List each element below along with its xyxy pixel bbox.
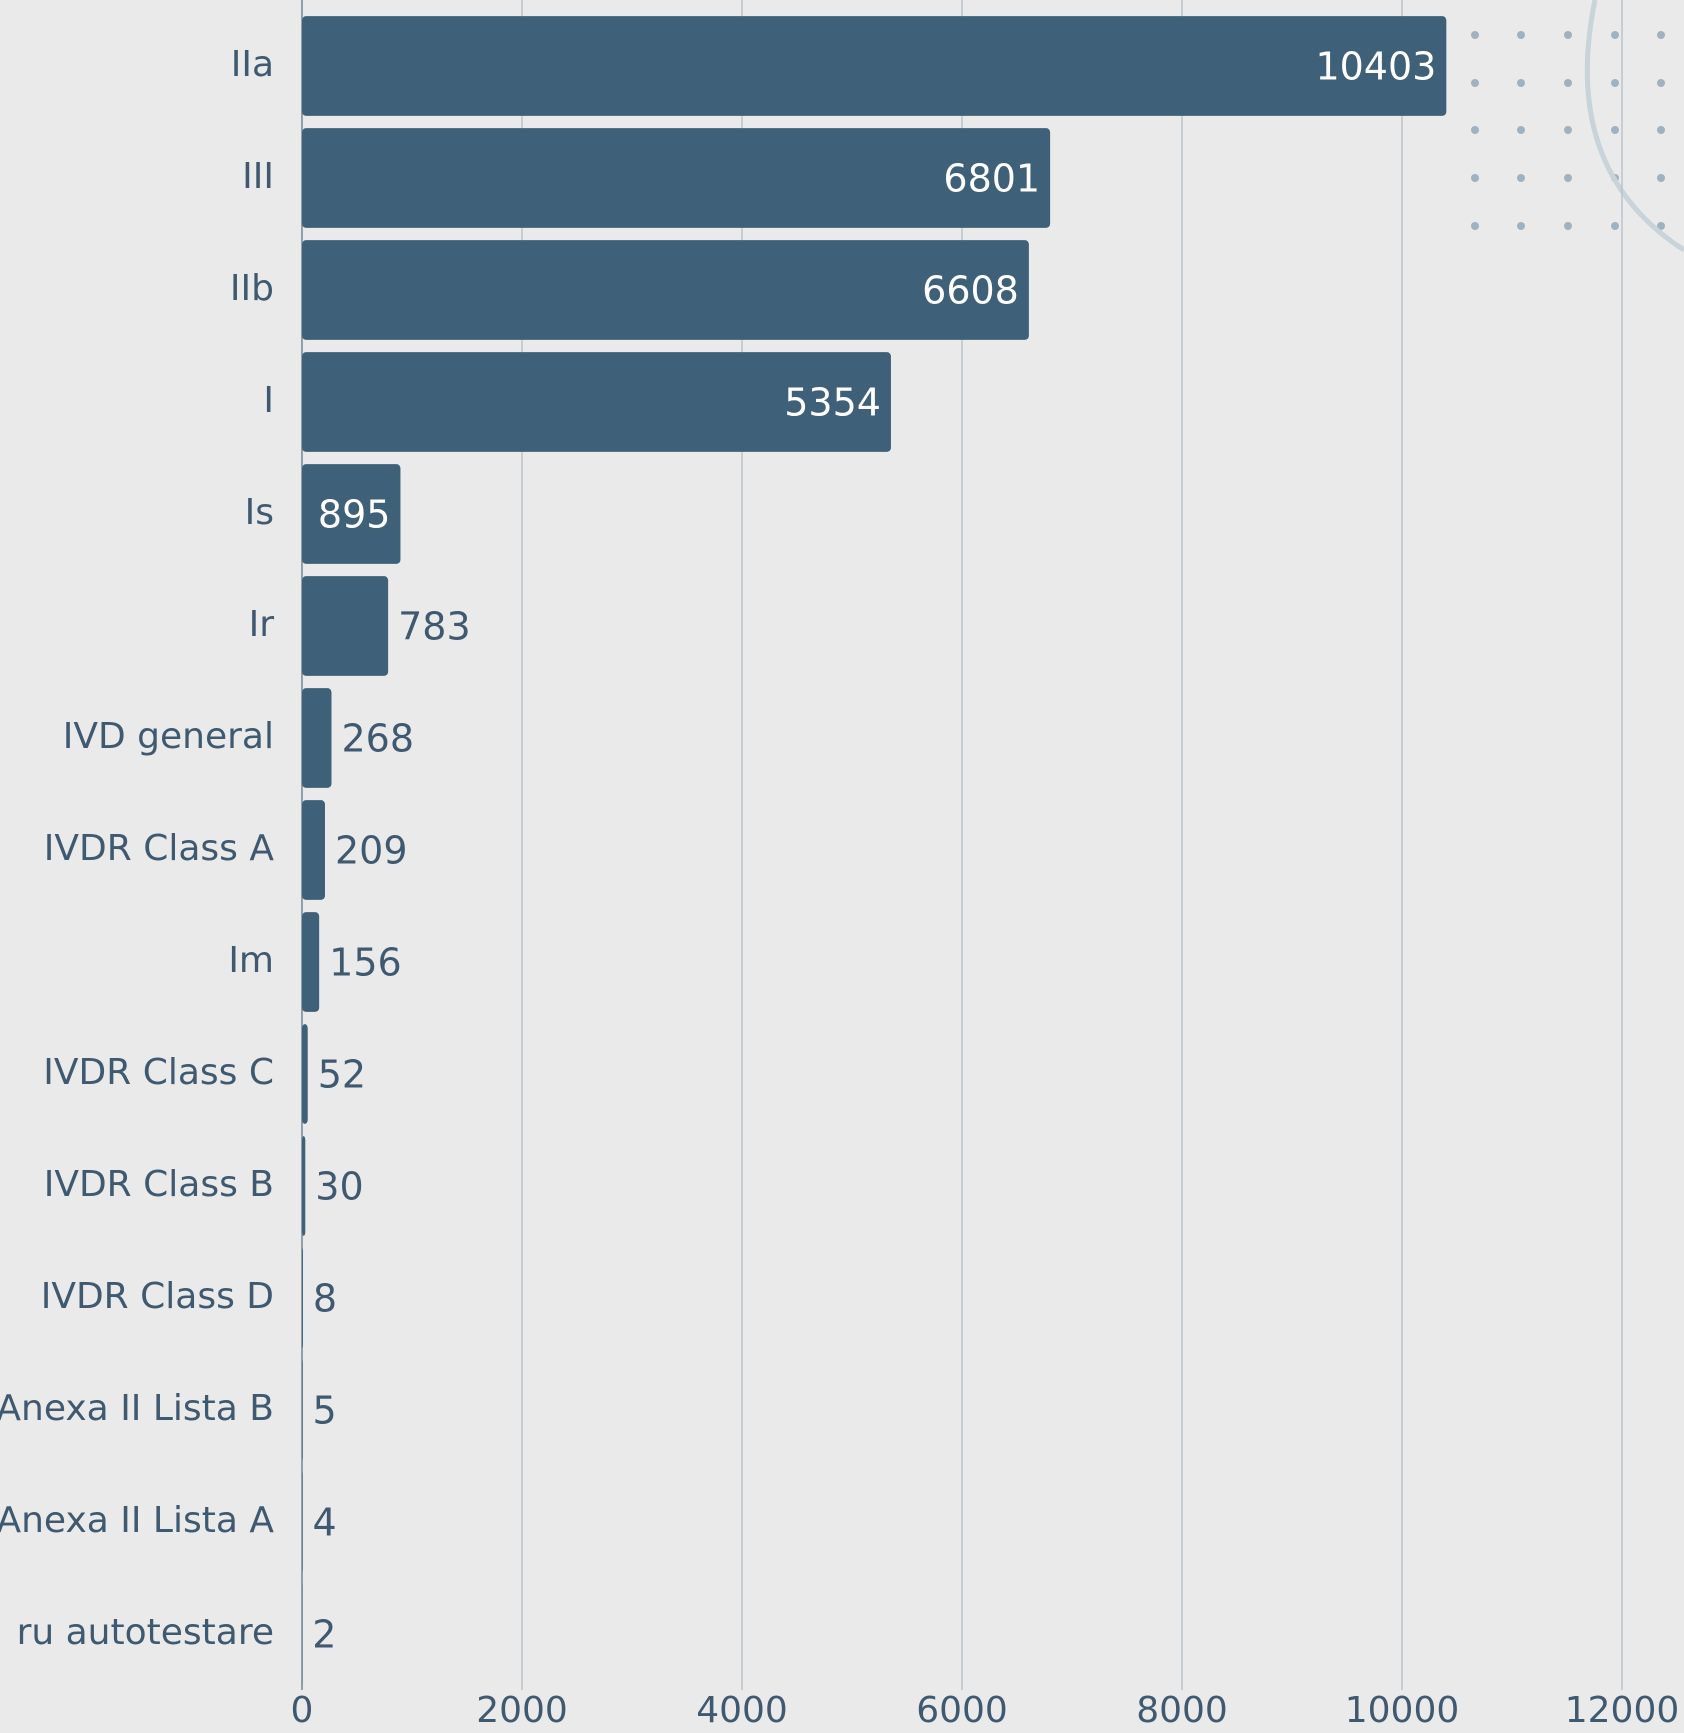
y-tick-label: IIb <box>230 268 274 309</box>
decor-dots <box>1471 31 1665 230</box>
value-label: 2 <box>312 1613 336 1657</box>
bar <box>302 800 325 900</box>
value-label: 268 <box>341 717 414 761</box>
marks: IIa 10403 III 6801 IIb 6608 I 5354 Is 895 Ir 783 IVD… <box>0 16 1447 1684</box>
y-tick-label: IVDR Class C <box>43 1052 274 1093</box>
bar <box>302 128 1051 228</box>
bar <box>302 16 1447 116</box>
x-tick-label: 6000 <box>916 1690 1008 1731</box>
value-label: 6608 <box>922 269 1019 313</box>
bar <box>302 576 389 676</box>
bar <box>302 352 891 452</box>
value-label: 30 <box>315 1165 363 1209</box>
y-tick-label: IIa <box>231 44 274 85</box>
bar <box>302 1248 303 1348</box>
y-tick-label: III <box>242 156 274 197</box>
value-label: 5354 <box>784 381 881 425</box>
y-tick-label: Anexa II Lista A <box>0 1500 274 1541</box>
y-tick-label: IVD general <box>63 716 274 757</box>
x-tick-label: 8000 <box>1136 1690 1228 1731</box>
y-tick-label: I <box>263 380 274 421</box>
y-tick-label: IVDR Class D <box>41 1276 274 1317</box>
value-label: 895 <box>318 493 391 537</box>
value-label: 6801 <box>943 157 1040 201</box>
y-tick-label: IVDR Class A <box>44 828 275 869</box>
value-label: 5 <box>313 1389 337 1433</box>
value-label: 4 <box>312 1501 336 1545</box>
bar <box>302 1136 306 1236</box>
x-tick-label: 2000 <box>476 1690 568 1731</box>
bar <box>302 1360 303 1460</box>
value-label: 10403 <box>1315 45 1436 89</box>
x-tick-label: 4000 <box>696 1690 788 1731</box>
value-label: 209 <box>335 829 408 873</box>
bar <box>302 464 401 564</box>
y-tick-label: Im <box>228 940 274 981</box>
y-tick-label: Anexa II Lista B <box>0 1388 274 1429</box>
y-tick-label: Ir <box>249 604 275 645</box>
bar <box>302 1024 308 1124</box>
bar <box>302 912 320 1012</box>
x-tick-label: 10000 <box>1345 1690 1460 1731</box>
decor-arc <box>1584 0 1684 253</box>
x-tick-label: 0 <box>291 1690 314 1731</box>
y-tick-label: IVDR Class B <box>44 1164 274 1205</box>
x-tick-label: 12000 <box>1565 1690 1680 1731</box>
value-label: 52 <box>318 1053 366 1097</box>
y-tick-label: Is <box>245 492 274 533</box>
value-label: 156 <box>329 941 402 985</box>
value-label: 783 <box>398 605 471 649</box>
bar <box>302 240 1029 340</box>
value-label: 8 <box>313 1277 337 1321</box>
y-tick-label: ru autotestare <box>17 1612 274 1653</box>
bar <box>302 688 332 788</box>
